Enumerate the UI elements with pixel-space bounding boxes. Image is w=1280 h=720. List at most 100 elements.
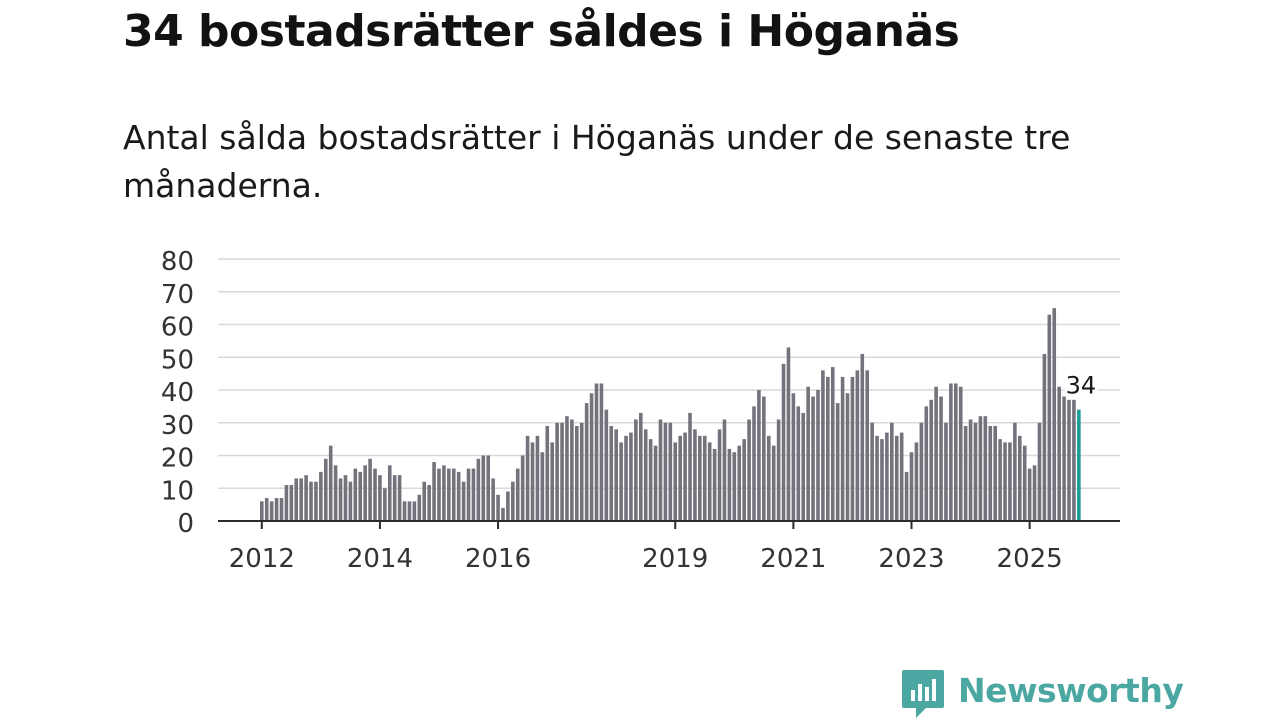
data-label: 34 <box>1066 372 1097 400</box>
bar <box>437 468 441 521</box>
bar <box>417 494 422 521</box>
x-tick-label: 2016 <box>465 544 531 574</box>
bar <box>328 445 333 521</box>
bar <box>757 390 761 521</box>
highlighted-bar <box>1077 409 1081 521</box>
y-tick-label: 80 <box>161 247 194 277</box>
bar <box>712 448 717 521</box>
bar <box>565 416 569 521</box>
x-tick-label: 2014 <box>347 544 413 574</box>
bar <box>1047 314 1052 521</box>
y-tick-label: 40 <box>161 378 194 408</box>
bar <box>373 468 377 521</box>
bar <box>653 445 658 521</box>
bar <box>456 471 461 521</box>
bar <box>939 396 943 521</box>
y-tick-label: 10 <box>161 476 194 506</box>
bar <box>447 468 451 521</box>
bar <box>368 458 372 521</box>
bar <box>717 429 722 521</box>
bar <box>407 501 412 521</box>
bar <box>274 498 279 521</box>
bar <box>589 393 594 521</box>
bar <box>1032 465 1037 521</box>
bar <box>338 478 343 521</box>
bar <box>634 419 638 521</box>
bar <box>466 468 471 521</box>
bar <box>476 458 481 521</box>
bar <box>693 429 697 521</box>
bar <box>501 507 505 521</box>
bar <box>451 468 456 521</box>
bar <box>776 419 781 521</box>
bar <box>875 435 879 521</box>
y-tick-label: 30 <box>161 411 194 441</box>
x-tick-label: 2021 <box>760 544 826 574</box>
bar <box>958 386 963 521</box>
bar <box>491 478 495 521</box>
bar <box>840 376 845 521</box>
bar <box>811 396 815 521</box>
bar <box>550 442 554 521</box>
bar <box>570 419 574 521</box>
brand-name: Newsworthy <box>958 671 1184 710</box>
bar <box>752 406 756 521</box>
bar <box>924 406 929 521</box>
bar <box>801 412 806 521</box>
bar <box>993 426 997 521</box>
bar <box>353 468 358 521</box>
bar <box>762 396 766 521</box>
x-tick-label: 2019 <box>642 544 708 574</box>
bar <box>732 452 737 521</box>
y-tick-label: 20 <box>161 444 194 474</box>
bar <box>299 478 303 521</box>
bar <box>968 419 973 521</box>
bar <box>1003 442 1007 521</box>
bar <box>663 422 668 521</box>
bar <box>1013 422 1017 521</box>
bar <box>954 383 958 521</box>
chart-title: 34 bostadsrätter såldes i Höganäs <box>123 6 960 57</box>
bar <box>599 383 604 521</box>
bar <box>855 370 860 521</box>
bar <box>973 422 978 521</box>
bar <box>978 416 983 521</box>
bar <box>314 481 318 521</box>
bar <box>845 393 850 521</box>
bar <box>1022 445 1027 521</box>
bar <box>309 481 313 521</box>
bar <box>432 462 436 521</box>
bar <box>963 426 968 521</box>
bar <box>304 475 308 521</box>
bar <box>520 455 525 521</box>
bar <box>604 409 609 521</box>
bar <box>1062 396 1066 521</box>
bar <box>835 403 840 521</box>
bar <box>333 465 338 521</box>
bar <box>471 468 476 521</box>
bar <box>909 452 914 521</box>
bar <box>545 426 550 521</box>
bar <box>383 488 387 521</box>
bar <box>914 442 919 521</box>
bar <box>560 422 564 521</box>
bar <box>865 370 870 521</box>
bar <box>511 481 515 521</box>
bar <box>727 448 732 521</box>
y-tick-label: 0 <box>177 509 194 539</box>
bar <box>826 376 830 521</box>
x-tick-label: 2012 <box>229 544 295 574</box>
newsworthy-chart-bubble-icon <box>902 670 944 718</box>
bar <box>427 484 431 521</box>
bar <box>609 426 614 521</box>
bar <box>363 465 367 521</box>
bar <box>722 419 727 521</box>
bar <box>830 367 835 521</box>
bar <box>412 501 417 521</box>
bar <box>934 386 938 521</box>
bar <box>702 435 707 521</box>
bar <box>1037 422 1042 521</box>
bar <box>530 442 535 521</box>
bar <box>983 416 988 521</box>
